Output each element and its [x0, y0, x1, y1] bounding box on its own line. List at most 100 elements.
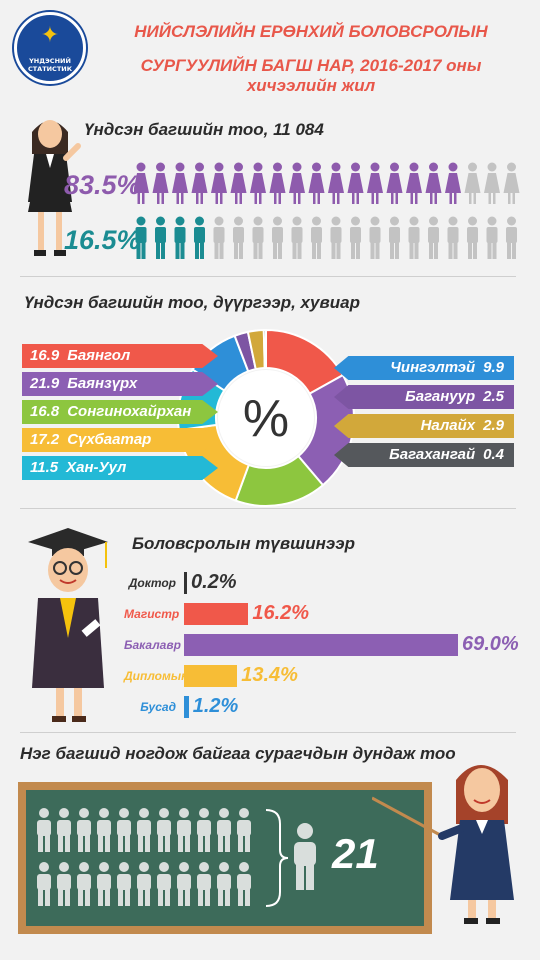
title-line2: СУРГУУЛИЙН БАГШ НАР, 2016-2017 оны хичээ…	[140, 56, 482, 95]
female-person-icon	[172, 162, 188, 204]
male-person-icon	[467, 216, 478, 259]
soyombo-icon: ✦	[40, 23, 60, 48]
district-name: Хан-Уул	[66, 459, 127, 476]
student-icon	[137, 862, 151, 906]
student-icon	[57, 862, 71, 906]
male-person-icon	[252, 216, 264, 259]
male-person-icon	[506, 216, 517, 259]
student-icon	[57, 808, 71, 852]
section2-title: Үндсэн багшийн тоо, дүүргээр, хувиар	[24, 293, 360, 312]
student-icon	[37, 808, 51, 852]
graduate-teacher-illustration	[28, 528, 108, 722]
education-value: 0.2%	[191, 571, 237, 593]
student-icon	[237, 862, 251, 906]
male-person-icon	[311, 216, 322, 259]
education-label: Доктор	[128, 576, 176, 590]
section3-title: Боловсролын түвшинээр	[132, 534, 356, 553]
male-person-icon	[330, 216, 342, 259]
female-person-icon	[134, 162, 149, 204]
students-icon-grid	[37, 808, 251, 906]
female-person-icon	[230, 162, 247, 204]
district-label-Чингэлтэй: Чингэлтэй 9.9	[334, 356, 514, 380]
district-name: Налайх	[420, 417, 476, 434]
district-name: Багахангай	[389, 446, 476, 463]
education-label: Бусад	[140, 700, 176, 714]
female-person-icon	[425, 162, 442, 204]
donut-hole	[218, 370, 314, 466]
student-icon	[157, 808, 171, 852]
district-value: 16.8	[30, 403, 60, 420]
district-label-Баянгол: 16.9 Баянгол	[22, 344, 218, 368]
student-icon	[97, 862, 111, 906]
female-person-icon	[250, 162, 266, 204]
female-icon-row	[134, 162, 520, 204]
national-statistics-logo: ✦ ҮНДЭСНИЙ СТАТИСТИК	[14, 12, 86, 84]
male-percent: 16.5%	[64, 225, 141, 255]
male-person-icon	[486, 216, 498, 259]
logo-text: ҮНДЭСНИЙ СТАТИСТИК	[27, 57, 73, 73]
female-person-icon	[367, 162, 383, 204]
student-icon	[117, 862, 131, 906]
female-person-icon	[464, 162, 481, 204]
male-person-icon	[389, 216, 400, 259]
student-icon	[177, 808, 191, 852]
district-name: Баянгол	[67, 347, 131, 364]
district-value: 21.9	[30, 375, 60, 392]
district-label-Налайх: Налайх 2.9	[334, 414, 514, 438]
male-person-icon	[428, 216, 439, 259]
donut-slice-Багахангай	[262, 328, 267, 370]
district-name: Чингэлтэй	[390, 359, 476, 376]
male-person-icon	[213, 216, 225, 259]
female-person-icon	[191, 162, 208, 204]
student-icon	[197, 808, 211, 852]
district-name: Сүхбаатар	[67, 431, 152, 448]
male-person-icon	[369, 216, 381, 259]
education-label: Магистр	[124, 607, 180, 621]
male-person-icon	[350, 216, 361, 259]
student-icon	[77, 808, 91, 852]
district-value: 11.5	[30, 459, 59, 476]
student-icon	[137, 808, 151, 852]
male-person-icon	[233, 216, 244, 259]
district-label-Баянзүрх: 21.9 Баянзүрх	[22, 372, 218, 396]
female-percent: 83.5%	[64, 170, 141, 200]
female-person-icon	[269, 162, 286, 204]
male-person-icon	[291, 216, 303, 259]
female-person-icon	[347, 162, 364, 204]
education-bar	[184, 603, 249, 625]
district-value: 16.9	[30, 347, 60, 364]
education-label: Дипломын	[124, 669, 189, 683]
female-person-icon	[152, 162, 169, 204]
female-person-icon	[406, 162, 422, 204]
female-person-icon	[386, 162, 403, 204]
student-icon	[77, 862, 91, 906]
male-person-icon	[155, 216, 166, 259]
female-person-icon	[308, 162, 325, 204]
male-person-icon	[135, 216, 147, 259]
district-value: 2.9	[483, 417, 504, 434]
education-bar	[184, 696, 189, 718]
district-label-Багахангай: Багахангай 0.4	[334, 443, 514, 467]
female-teacher-illustration	[28, 120, 81, 256]
female-person-icon	[445, 162, 461, 204]
district-value: 2.5	[483, 388, 504, 405]
student-icon	[37, 862, 51, 906]
male-icon-row	[135, 216, 517, 259]
female-person-icon	[211, 162, 227, 204]
student-icon	[117, 808, 131, 852]
student-icon	[157, 862, 171, 906]
district-value: 0.4	[483, 446, 504, 463]
female-person-icon	[328, 162, 344, 204]
student-icon	[217, 862, 231, 906]
students-per-teacher-value: 21	[332, 830, 379, 877]
district-label-Хан-Уул: 11.5 Хан-Уул	[22, 456, 218, 480]
divider	[20, 276, 516, 277]
donut-center-symbol: %	[243, 390, 289, 448]
district-name: Багануур	[405, 388, 476, 405]
district-name: Баянзүрх	[67, 375, 138, 392]
education-bar	[184, 665, 238, 687]
education-value: 16.2%	[252, 602, 310, 624]
divider	[20, 508, 516, 509]
teacher-with-pointer-illustration	[372, 765, 514, 924]
education-bar	[184, 572, 187, 594]
